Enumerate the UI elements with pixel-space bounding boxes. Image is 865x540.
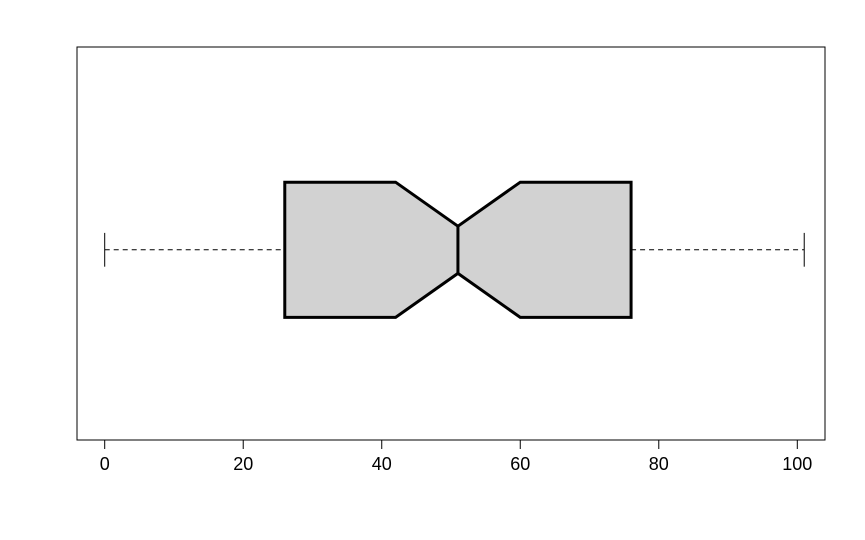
x-axis-tick-label: 100 bbox=[782, 454, 812, 474]
x-axis-tick-label: 60 bbox=[510, 454, 530, 474]
x-axis-tick-label: 0 bbox=[100, 454, 110, 474]
x-axis-tick-label: 80 bbox=[649, 454, 669, 474]
x-axis-tick-label: 40 bbox=[372, 454, 392, 474]
x-axis-tick-label: 20 bbox=[233, 454, 253, 474]
boxplot-chart: 0 20 40 60 80 100 bbox=[0, 0, 865, 540]
